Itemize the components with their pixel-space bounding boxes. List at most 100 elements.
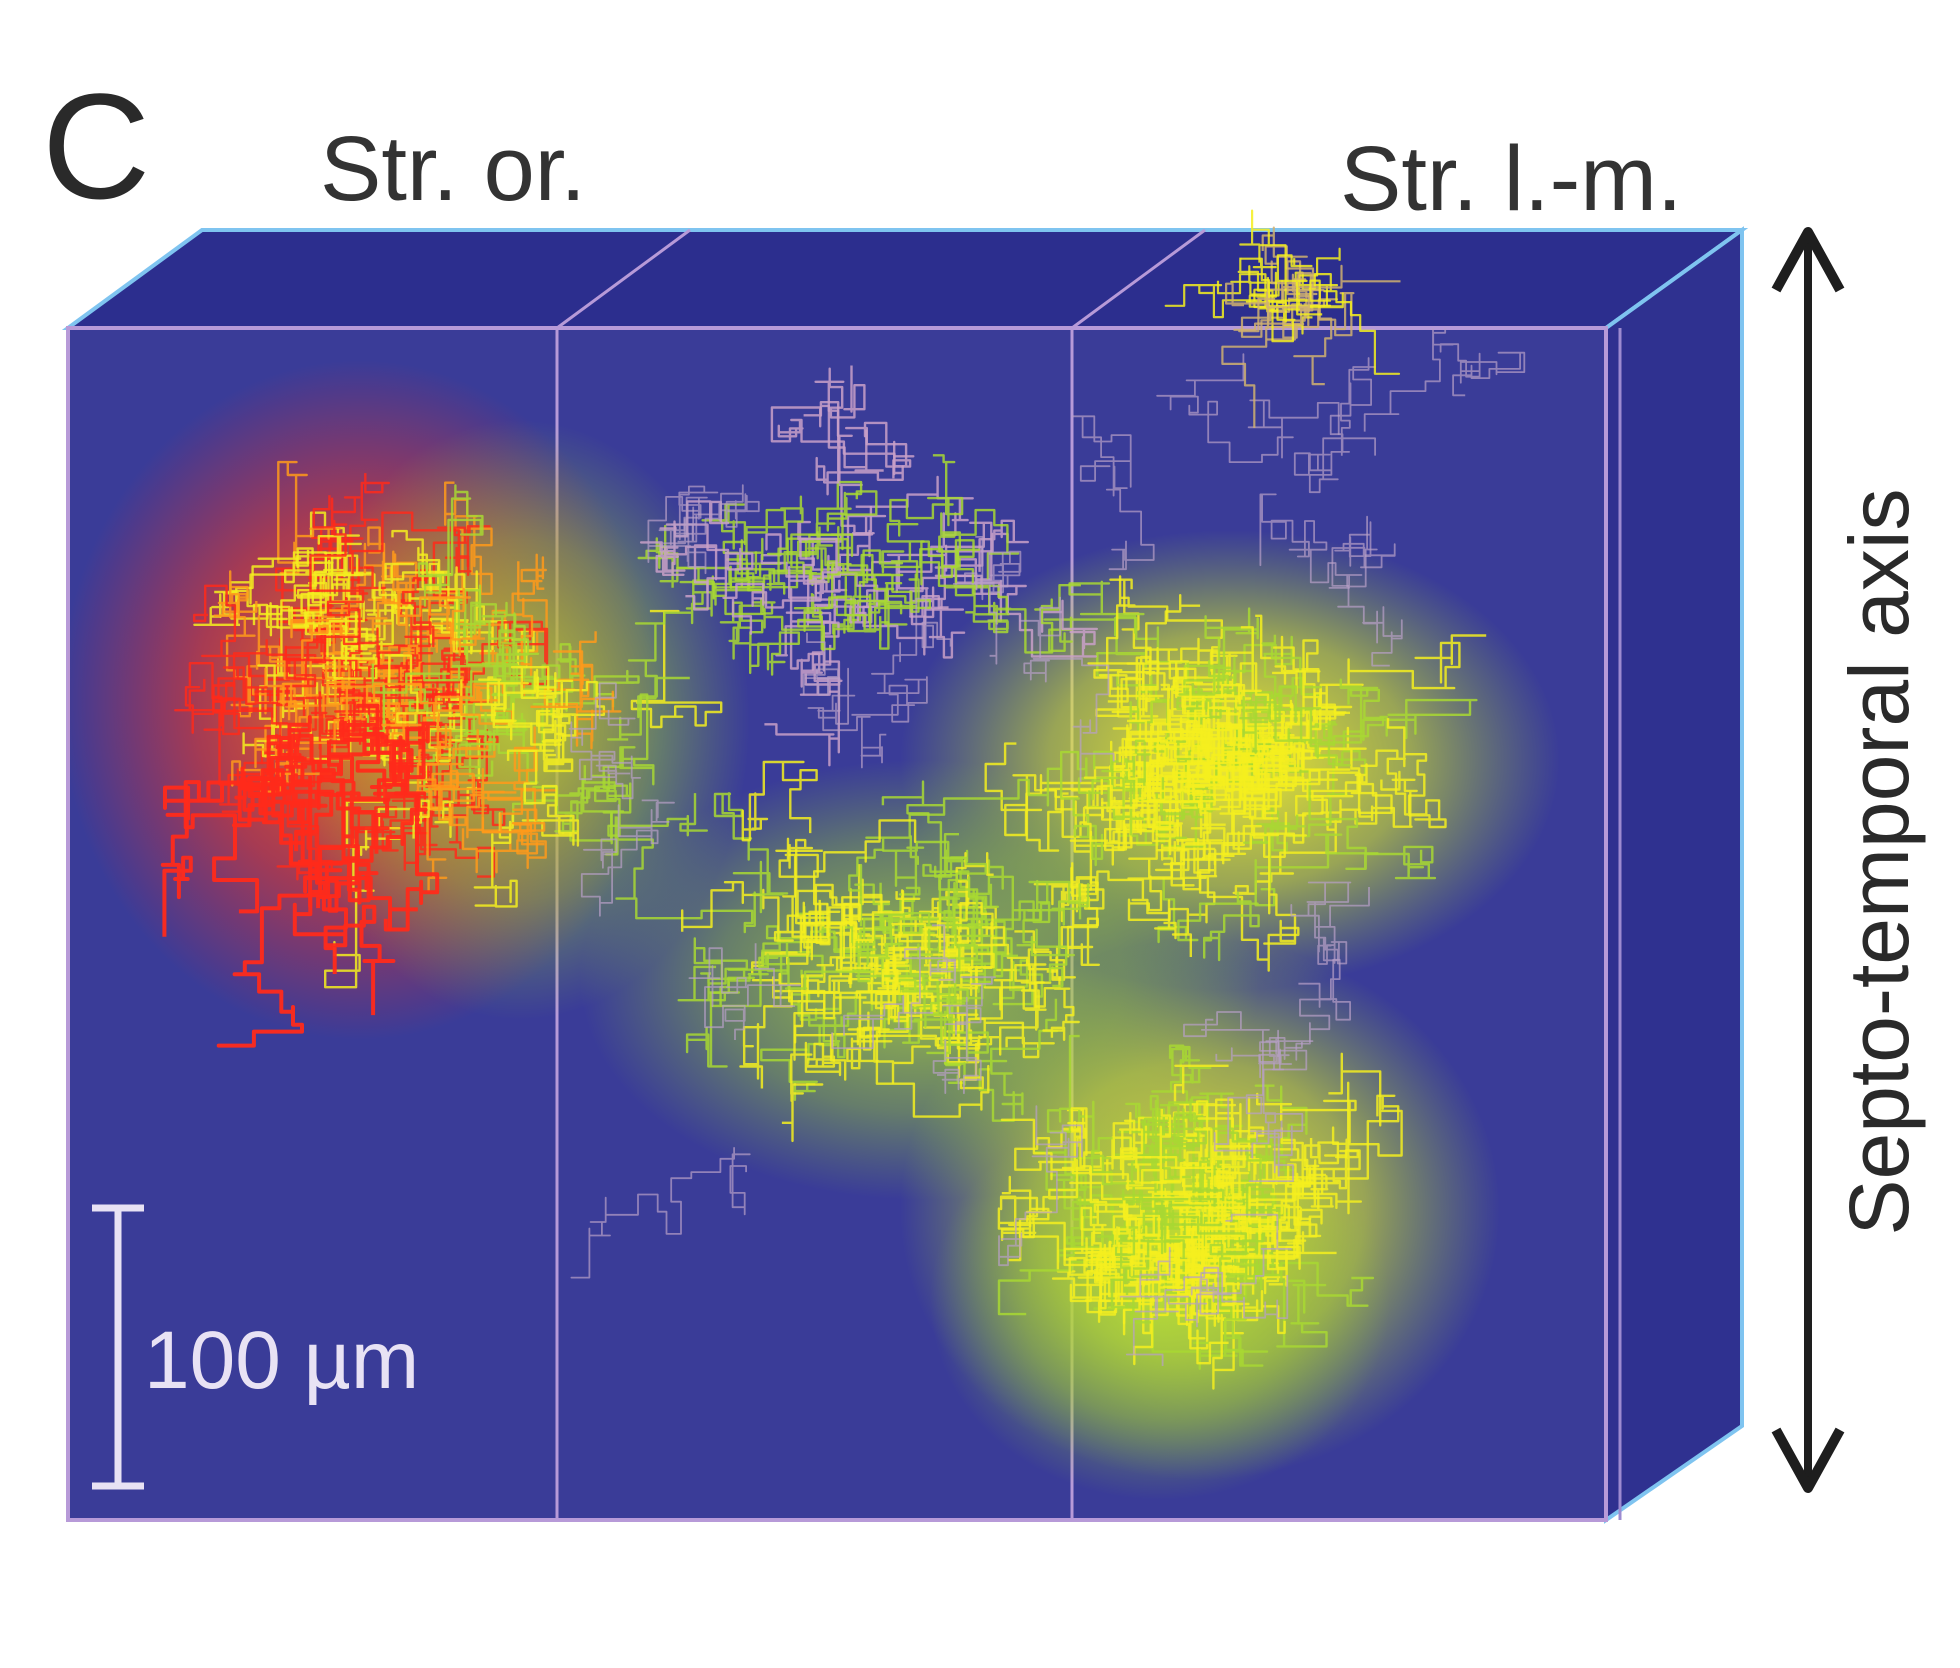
scale-bar: 100 µm xyxy=(92,1204,419,1490)
axon-branch xyxy=(491,638,535,711)
axon-branch xyxy=(1233,1233,1375,1307)
axon-branch xyxy=(1014,1108,1103,1175)
axon-branch xyxy=(388,750,495,878)
axon-branch xyxy=(862,508,1020,608)
axon-branch xyxy=(216,783,313,1048)
axon-branch xyxy=(789,588,843,696)
axon-branch xyxy=(1159,1208,1312,1285)
axon-branch xyxy=(1033,862,1105,923)
axon-branch xyxy=(366,663,521,756)
axon-branch xyxy=(751,837,829,975)
axon-branch xyxy=(1276,254,1323,316)
axon-branch xyxy=(1019,596,1115,783)
axon-branch xyxy=(719,597,800,676)
axon-branch xyxy=(1293,357,1376,494)
axon-branch xyxy=(326,721,405,854)
axon-branch xyxy=(688,943,801,1040)
axon-branch xyxy=(1342,698,1478,760)
axon-branch xyxy=(1157,877,1260,962)
axon-branch xyxy=(1080,1166,1129,1262)
axon-branch xyxy=(383,721,440,932)
axon-branch xyxy=(665,500,754,611)
layer-boundary-top-1 xyxy=(556,228,691,330)
axon-branch xyxy=(1149,723,1272,803)
axon-branch xyxy=(492,671,562,761)
axon-branch xyxy=(815,401,915,496)
axon-branch xyxy=(532,664,640,718)
region-label-stratum-oriens: Str. or. xyxy=(320,118,586,220)
axon-branch xyxy=(237,773,418,932)
axon-branch xyxy=(713,792,789,914)
axon-branch xyxy=(685,930,789,1068)
axon-branch xyxy=(537,680,606,759)
axon-branch xyxy=(1098,647,1170,713)
axon-branch xyxy=(1249,1037,1314,1177)
axon-branch xyxy=(1219,756,1321,820)
axon-branch xyxy=(1308,273,1401,375)
axon-branch xyxy=(1156,353,1340,463)
axon-branch xyxy=(1215,958,1351,1079)
axon-branch xyxy=(1213,1138,1340,1223)
axon-branch xyxy=(781,975,861,1143)
axon-branch xyxy=(1151,801,1207,891)
axon-branch xyxy=(898,978,989,1063)
axon-branch xyxy=(729,526,834,613)
axon-branch xyxy=(998,1105,1083,1267)
axon-branch xyxy=(932,976,996,1095)
axon-branch xyxy=(309,495,365,646)
axon-branch xyxy=(1120,1098,1192,1210)
axon-branch xyxy=(1283,273,1325,318)
axon-branch xyxy=(266,609,364,719)
volume-top-face xyxy=(61,228,1749,330)
axon-branch xyxy=(1363,328,1526,432)
axon-branch xyxy=(568,682,642,800)
axon-branch xyxy=(831,924,956,1049)
axon-branch xyxy=(483,726,545,846)
axon-branch xyxy=(722,537,841,635)
axon-branch xyxy=(1123,1200,1229,1365)
axon-branch xyxy=(401,525,491,662)
axon-branch xyxy=(335,703,411,849)
axon-branch xyxy=(741,760,818,842)
axon-branch xyxy=(212,666,281,800)
axon-branch xyxy=(1069,719,1169,842)
axon-arbor xyxy=(68,328,1560,1500)
axon-branch xyxy=(770,406,912,479)
axon-branch xyxy=(909,943,978,1067)
axon-branch xyxy=(388,654,463,763)
axon-branch xyxy=(1256,1052,1403,1157)
axon-branch xyxy=(851,597,952,723)
axon-branch xyxy=(875,992,990,1118)
axon-branch xyxy=(591,693,655,789)
axon-branch xyxy=(413,654,492,726)
panel-letter: C xyxy=(42,62,150,230)
region-label-stratum-lacunosum-moleculare: Str. l.-m. xyxy=(1340,128,1682,230)
axon-branch xyxy=(356,803,469,852)
axon-branch xyxy=(232,715,335,828)
axon-branch xyxy=(1190,1213,1292,1319)
axon-branch xyxy=(1060,750,1110,867)
axon-branch xyxy=(997,1159,1079,1238)
axon-branch xyxy=(545,778,625,845)
axon-branch xyxy=(965,584,1081,654)
axon-branch xyxy=(751,972,856,1081)
axon-branch xyxy=(570,1147,751,1279)
axon-branch xyxy=(292,776,396,1016)
axon-branch xyxy=(1063,1247,1138,1323)
axon-branch xyxy=(1242,685,1322,754)
axon-branch xyxy=(530,631,622,713)
axon-branch xyxy=(308,542,415,635)
axon-branch xyxy=(1176,1206,1246,1277)
axon-branch xyxy=(473,812,518,908)
axon-branch xyxy=(1159,718,1220,765)
axon-branch xyxy=(952,536,1022,665)
axon-branch xyxy=(415,768,524,834)
septo-temporal-axis: Septo-temporal axis xyxy=(1771,227,1926,1493)
axon-branch xyxy=(1240,257,1332,302)
volume-side-face xyxy=(1604,226,1744,1524)
axon-branch xyxy=(1119,1246,1232,1366)
axon-branch xyxy=(1165,1211,1264,1367)
axon-branch xyxy=(710,953,875,1008)
axon-branch xyxy=(1360,718,1447,829)
axon-branch xyxy=(1014,885,1100,981)
